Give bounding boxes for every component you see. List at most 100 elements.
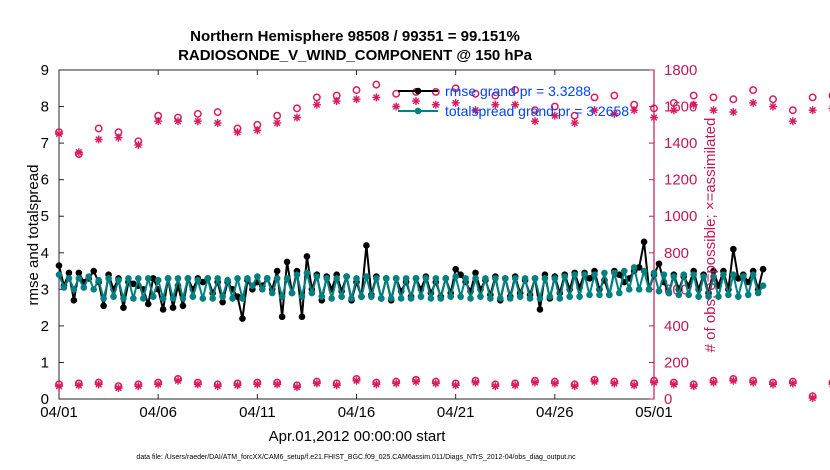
totalspread-point bbox=[402, 275, 410, 282]
rmse-point bbox=[65, 269, 73, 277]
obs_assimilated_low-point-stroke bbox=[234, 381, 241, 389]
obs_possible-point bbox=[511, 86, 520, 95]
totalspread-point bbox=[675, 291, 683, 299]
totalspread-point bbox=[685, 291, 693, 299]
totalspread-point bbox=[308, 289, 316, 297]
obs_possible-point bbox=[570, 111, 579, 120]
obs_assimilated-point-stroke bbox=[710, 106, 717, 114]
obs_assimilated_low-point bbox=[174, 376, 182, 385]
obs_assimilated-point bbox=[154, 117, 163, 126]
rmse-point bbox=[149, 275, 157, 282]
totalspread-point bbox=[625, 286, 633, 293]
totalspread-point bbox=[670, 273, 678, 280]
obs_assimilated-point-stroke bbox=[511, 101, 519, 109]
obs_assimilated_low-point bbox=[749, 378, 758, 387]
totalspread-point bbox=[229, 295, 236, 302]
obs_assimilated_low-point bbox=[233, 381, 242, 390]
totalspread-point bbox=[120, 295, 127, 302]
obs_assimilated-point bbox=[253, 126, 262, 135]
totalspread-point bbox=[680, 271, 688, 279]
obs_assimilated-point bbox=[570, 119, 579, 128]
y-right-tick-label: 1800 bbox=[664, 62, 697, 79]
legend-marker bbox=[414, 107, 422, 115]
obs_assimilated_low-point-stroke bbox=[214, 382, 221, 390]
rmse-point bbox=[457, 271, 464, 279]
totalspread-series bbox=[55, 264, 767, 303]
totalspread-point bbox=[328, 295, 336, 302]
totalspread-point bbox=[169, 295, 177, 302]
totalspread-point bbox=[209, 295, 217, 302]
obs_assimilated_low-point-stroke bbox=[650, 379, 658, 386]
obs_assimilated-point-stroke bbox=[234, 128, 241, 136]
totalspread-point bbox=[650, 269, 658, 277]
totalspread-point bbox=[110, 293, 117, 300]
totalspread-point bbox=[318, 293, 326, 300]
obs_assimilated_low-point bbox=[769, 380, 777, 389]
y-left-tick-label: 0 bbox=[41, 391, 49, 408]
obs_assimilated-point-stroke bbox=[432, 101, 440, 109]
obs_assimilated_low-point-stroke bbox=[492, 382, 499, 390]
totalspread-point bbox=[80, 284, 88, 291]
totalspread-point bbox=[323, 275, 331, 282]
obs_assimilated_low-point bbox=[193, 380, 202, 389]
totalspread-point bbox=[407, 295, 415, 302]
totalspread-point bbox=[482, 275, 489, 282]
totalspread-point bbox=[645, 286, 653, 293]
totalspread-point bbox=[283, 275, 291, 282]
obs_assimilated_low-point bbox=[332, 381, 341, 390]
obs_assimilated-point bbox=[769, 102, 777, 111]
totalspread-point bbox=[526, 295, 534, 302]
totalspread-point bbox=[313, 273, 321, 280]
rmse-point bbox=[615, 271, 623, 279]
rmse-point bbox=[298, 313, 306, 321]
obs_assimilated_low-point bbox=[451, 381, 460, 390]
obs_assimilated_low-point-stroke bbox=[95, 381, 102, 388]
obs_assimilated_low-point bbox=[352, 376, 361, 385]
totalspread-point bbox=[239, 295, 246, 302]
obs_assimilated-point-stroke bbox=[293, 114, 301, 121]
obs_assimilated-point-stroke bbox=[472, 106, 479, 114]
obs_assimilated-point bbox=[55, 129, 63, 138]
obs_assimilated_low-point bbox=[431, 379, 440, 388]
totalspread-point bbox=[715, 293, 722, 300]
rmse-point bbox=[536, 306, 544, 313]
totalspread-point bbox=[536, 295, 544, 302]
totalspread-point bbox=[298, 293, 306, 300]
totalspread-point bbox=[447, 293, 455, 300]
totalspread-point bbox=[139, 295, 147, 302]
obs_assimilated-point-stroke bbox=[492, 101, 499, 109]
obs_assimilated-point-stroke bbox=[769, 103, 777, 110]
totalspread-point bbox=[154, 276, 162, 284]
obs_assimilated-point bbox=[332, 97, 341, 106]
rmse-point bbox=[159, 306, 167, 313]
totalspread-point bbox=[75, 275, 83, 282]
y-right-tick-label: 1200 bbox=[664, 172, 697, 189]
totalspread-point bbox=[353, 275, 360, 282]
totalspread-point bbox=[571, 271, 578, 279]
y-right-tick-label: 1600 bbox=[664, 99, 697, 116]
obs_assimilated-point-stroke bbox=[531, 117, 539, 125]
x-tick-label: 04/16 bbox=[338, 404, 376, 421]
obs_assimilated-point bbox=[729, 108, 738, 117]
totalspread-point bbox=[90, 286, 98, 293]
obs_possible-point bbox=[531, 106, 539, 115]
obs_possible-point bbox=[471, 89, 480, 98]
totalspread-point bbox=[288, 289, 296, 297]
totalspread-point bbox=[442, 275, 450, 282]
obs_assimilated_low-series bbox=[55, 376, 830, 403]
obs_assimilated_low-point-stroke bbox=[710, 379, 717, 386]
obs_assimilated-point bbox=[550, 111, 559, 120]
totalspread-point bbox=[437, 295, 445, 302]
obs_assimilated_low-point bbox=[729, 376, 738, 385]
chart-subtitle: RADIOSONDE_V_WIND_COMPONENT @ 150 hPa bbox=[178, 47, 533, 64]
obs_assimilated-point bbox=[531, 117, 539, 126]
obs_possible-point bbox=[293, 104, 301, 113]
obs_assimilated-point-stroke bbox=[75, 148, 83, 156]
obs_assimilated_low-point-stroke bbox=[273, 381, 281, 388]
totalspread-point bbox=[268, 289, 276, 297]
y-axis-right-label: # of obs: o=possible; ×=assimilated bbox=[702, 118, 719, 353]
totalspread-point bbox=[244, 275, 251, 282]
obs_assimilated-point-stroke bbox=[95, 136, 102, 143]
obs_assimilated-series bbox=[55, 93, 830, 157]
y-right-tick-label: 0 bbox=[664, 391, 672, 408]
